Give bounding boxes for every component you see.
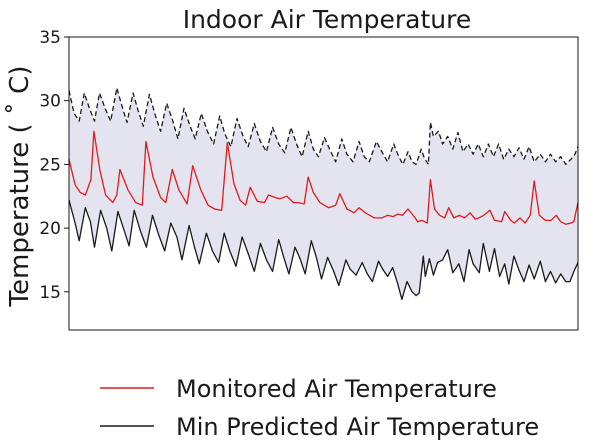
legend: Monitored Air Temperature Min Predicted A…	[100, 375, 539, 441]
monitored-line	[68, 130, 579, 225]
y-tick-label: 15	[39, 283, 61, 303]
legend-label: Min Predicted Air Temperature	[176, 413, 539, 441]
chart-title: Indoor Air Temperature	[183, 5, 472, 34]
legend-label: Monitored Air Temperature	[176, 375, 497, 403]
plot-frame	[68, 36, 579, 331]
min-predicted-line	[68, 199, 579, 301]
prediction-band-layer	[69, 88, 578, 300]
y-tick-label: 25	[39, 155, 61, 175]
y-tick-label: 35	[39, 28, 61, 48]
series-layer	[68, 87, 579, 301]
max-predicted-line	[68, 87, 579, 166]
y-tick-label: 30	[39, 92, 61, 112]
prediction-band	[69, 88, 578, 300]
y-tick-label: 20	[39, 219, 61, 239]
y-axis: 15 20 25 30 35	[39, 28, 69, 303]
y-axis-label: Temperature ( ˚ C)	[5, 66, 35, 308]
